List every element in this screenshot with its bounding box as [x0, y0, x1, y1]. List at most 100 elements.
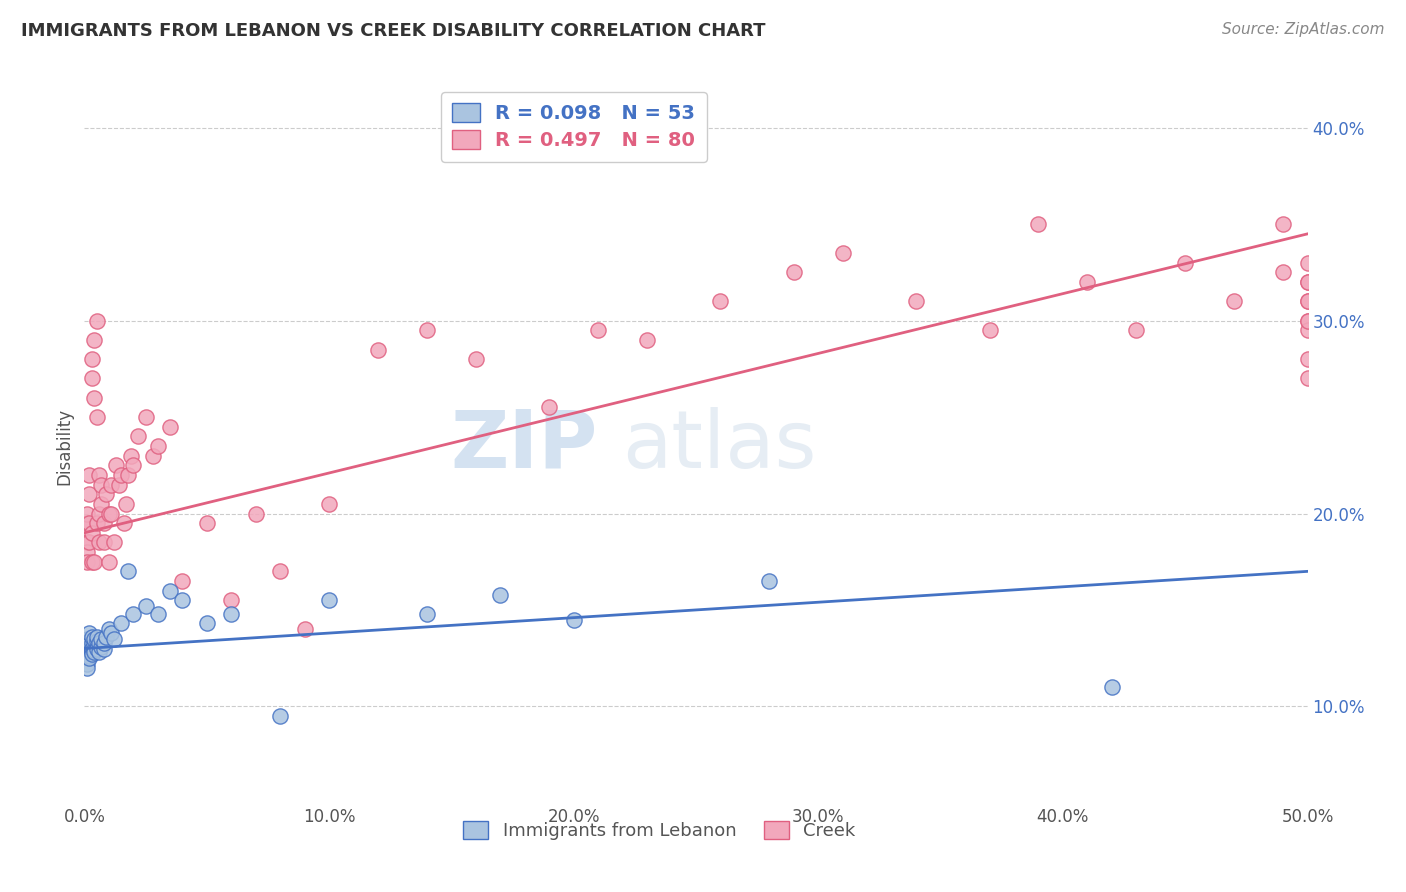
Point: [367, 343, 389, 357]
Point: [86, 516, 108, 530]
Point: [93, 641, 115, 656]
Point: [318, 497, 340, 511]
Point: [83, 638, 105, 652]
Point: [76, 632, 98, 646]
Point: [146, 439, 169, 453]
Point: [76, 645, 98, 659]
Point: [142, 449, 165, 463]
Point: [77, 467, 100, 482]
Point: [96, 630, 118, 644]
Point: [76, 648, 98, 662]
Point: [83, 645, 105, 659]
Point: [90, 477, 112, 491]
Point: [76, 507, 98, 521]
Point: [416, 323, 439, 337]
Point: [586, 323, 609, 337]
Point: [318, 593, 340, 607]
Point: [416, 607, 439, 621]
Point: [93, 636, 115, 650]
Point: [219, 593, 242, 607]
Point: [464, 352, 486, 367]
Point: [83, 643, 105, 657]
Point: [1296, 294, 1319, 309]
Point: [86, 313, 108, 327]
Point: [86, 630, 108, 644]
Point: [77, 643, 100, 657]
Point: [80, 352, 103, 367]
Point: [127, 429, 149, 443]
Point: [159, 419, 181, 434]
Point: [80, 630, 103, 644]
Point: [1296, 323, 1319, 337]
Point: [86, 633, 108, 648]
Point: [76, 638, 98, 652]
Point: [122, 458, 145, 473]
Point: [1101, 680, 1123, 694]
Point: [76, 555, 98, 569]
Point: [110, 467, 132, 482]
Point: [758, 574, 780, 588]
Point: [80, 641, 103, 656]
Point: [80, 636, 103, 650]
Point: [489, 587, 512, 601]
Point: [76, 636, 98, 650]
Point: [90, 640, 112, 654]
Point: [83, 333, 105, 347]
Point: [86, 410, 108, 425]
Point: [76, 641, 98, 656]
Point: [96, 487, 118, 501]
Point: [1223, 294, 1246, 309]
Point: [1272, 265, 1295, 279]
Point: [100, 507, 122, 521]
Point: [538, 401, 561, 415]
Point: [905, 294, 928, 309]
Point: [135, 599, 157, 613]
Point: [87, 467, 110, 482]
Point: [76, 651, 98, 665]
Point: [1076, 275, 1098, 289]
Point: [294, 622, 316, 636]
Point: [245, 507, 267, 521]
Point: [103, 632, 125, 646]
Point: [1125, 323, 1147, 337]
Text: Source: ZipAtlas.com: Source: ZipAtlas.com: [1222, 22, 1385, 37]
Point: [80, 525, 103, 540]
Point: [1296, 275, 1319, 289]
Point: [709, 294, 731, 309]
Point: [219, 607, 242, 621]
Point: [1272, 217, 1295, 231]
Point: [80, 371, 103, 385]
Point: [1296, 256, 1319, 270]
Point: [87, 636, 110, 650]
Text: atlas: atlas: [623, 407, 817, 485]
Point: [120, 449, 142, 463]
Point: [269, 709, 291, 723]
Point: [107, 477, 129, 491]
Point: [90, 632, 112, 646]
Point: [93, 535, 115, 549]
Point: [80, 645, 103, 659]
Point: [115, 497, 138, 511]
Point: [77, 633, 100, 648]
Point: [77, 649, 100, 664]
Point: [100, 477, 122, 491]
Point: [1296, 313, 1319, 327]
Point: [97, 507, 120, 521]
Point: [195, 516, 218, 530]
Point: [135, 410, 157, 425]
Point: [77, 516, 100, 530]
Text: IMMIGRANTS FROM LEBANON VS CREEK DISABILITY CORRELATION CHART: IMMIGRANTS FROM LEBANON VS CREEK DISABIL…: [21, 22, 766, 40]
Point: [87, 535, 110, 549]
Point: [77, 651, 100, 665]
Point: [83, 632, 105, 646]
Point: [636, 333, 658, 347]
Point: [76, 535, 98, 549]
Point: [979, 323, 1001, 337]
Point: [97, 555, 120, 569]
Point: [172, 574, 194, 588]
Point: [269, 565, 291, 579]
Point: [117, 467, 139, 482]
Point: [1296, 294, 1319, 309]
Y-axis label: Disability: Disability: [55, 408, 73, 484]
Point: [77, 487, 100, 501]
